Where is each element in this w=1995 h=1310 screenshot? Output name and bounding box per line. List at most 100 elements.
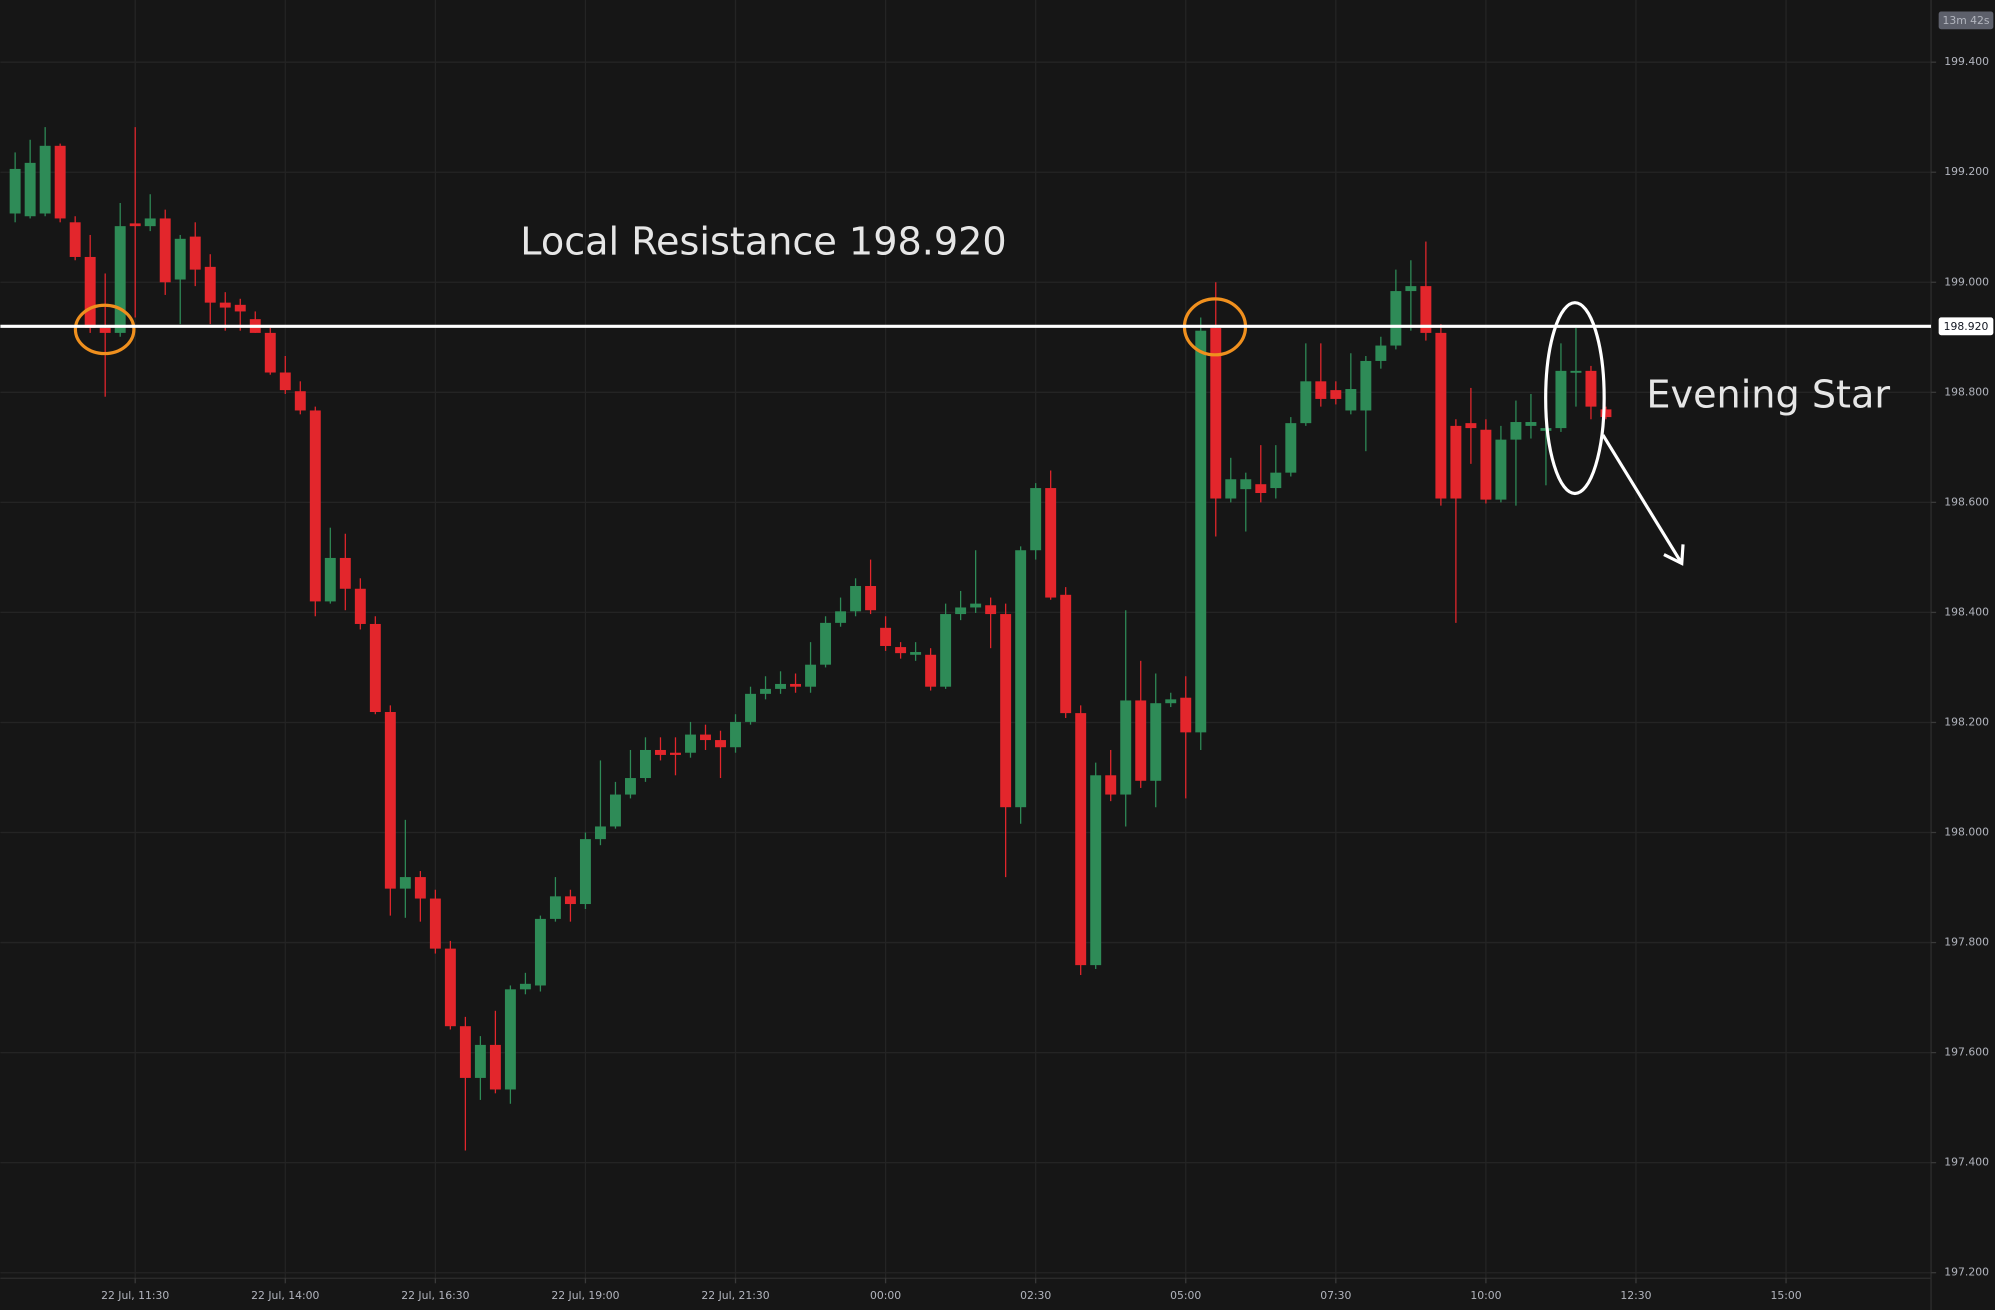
countdown: 13m 42s: [1942, 14, 1989, 27]
candle-body: [639, 749, 651, 779]
candle-body: [730, 721, 741, 748]
candle-body: [1585, 370, 1597, 407]
candle-body: [204, 266, 216, 303]
x-tick-label: 02:30: [1020, 1289, 1051, 1302]
x-tick-label: 22 Jul, 19:00: [551, 1289, 619, 1302]
candle-body: [504, 989, 516, 1090]
candle-body: [1570, 370, 1582, 373]
annotation: Local Resistance 198.920: [520, 220, 1006, 264]
candle-body: [264, 332, 276, 373]
y-tick-label: 199.400: [1944, 55, 1989, 68]
candle-body: [1150, 703, 1162, 781]
candle-body: [685, 734, 696, 753]
candle-body: [1120, 700, 1132, 795]
y-tick-label: 198.800: [1944, 385, 1989, 398]
candle-body: [369, 623, 381, 713]
candle-body: [54, 145, 66, 219]
candle-body: [399, 877, 411, 889]
candle-body: [940, 614, 952, 687]
candle-body: [39, 145, 51, 214]
candle-body: [414, 877, 426, 899]
x-tick-label: 00:00: [870, 1289, 901, 1302]
candle-body: [69, 222, 81, 257]
resistance-price-label: 198.920: [1944, 320, 1989, 333]
candle-body: [1045, 488, 1057, 598]
annotation: Evening Star: [1646, 372, 1890, 416]
candle-body: [189, 236, 201, 270]
candle-body: [1000, 614, 1012, 808]
candle-body: [579, 839, 591, 905]
candle-body: [895, 647, 907, 654]
candle-body: [790, 683, 802, 687]
y-tick-label: 199.000: [1944, 275, 1989, 288]
candle-body: [9, 168, 21, 214]
y-tick-label: 197.400: [1944, 1156, 1989, 1169]
candle-body: [925, 654, 937, 687]
candle-body: [955, 607, 967, 615]
candle-body: [910, 652, 922, 655]
candle-body: [594, 826, 606, 840]
candle-body: [670, 752, 681, 755]
candle-body: [1180, 697, 1192, 733]
candle-body: [1240, 479, 1252, 490]
x-tick-label: 07:30: [1320, 1289, 1351, 1302]
candle-body: [760, 688, 771, 694]
candle-body: [1255, 484, 1267, 494]
y-tick-label: 198.400: [1944, 605, 1989, 618]
x-tick-label: 22 Jul, 21:30: [701, 1289, 769, 1302]
candle-body: [985, 605, 997, 615]
candle-body: [835, 611, 847, 623]
candle-body: [1165, 699, 1177, 704]
candle-body: [294, 391, 306, 411]
candle-body: [1420, 286, 1432, 333]
candle-body: [24, 162, 36, 217]
pattern-ellipse: [1544, 301, 1606, 496]
candle-body: [519, 983, 531, 990]
candle-body: [775, 683, 787, 689]
candle-body: [1375, 345, 1387, 361]
candle-body: [549, 896, 561, 919]
candle-body: [279, 372, 291, 391]
candle-body: [1210, 327, 1222, 499]
candle-body: [444, 948, 456, 1027]
candle-body: [1015, 550, 1027, 808]
candle-body: [624, 778, 636, 795]
candle-body: [1435, 332, 1447, 499]
x-tick-label: 22 Jul, 14:00: [251, 1289, 319, 1302]
candle-body: [1195, 330, 1207, 733]
y-tick-label: 199.200: [1944, 165, 1989, 178]
x-tick-label: 10:00: [1470, 1289, 1501, 1302]
candle-body: [700, 734, 711, 741]
candle-body: [1360, 360, 1372, 411]
candle-body: [715, 740, 726, 748]
candle-body: [1390, 291, 1402, 346]
candle-body: [1075, 713, 1087, 966]
candle-body: [129, 223, 141, 227]
candle-body: [84, 256, 96, 328]
candle-body: [1450, 425, 1462, 499]
candle-body: [1510, 422, 1522, 440]
y-tick-label: 197.800: [1944, 936, 1989, 949]
candle-body: [880, 627, 892, 646]
x-tick-label: 05:00: [1170, 1289, 1201, 1302]
candle-body: [1555, 370, 1567, 429]
candle-body: [159, 218, 171, 283]
candle-body: [1405, 286, 1417, 292]
candle-body: [384, 712, 396, 889]
candle-body: [1330, 390, 1342, 399]
candle-body: [1060, 594, 1072, 714]
candle-body: [805, 664, 817, 687]
candle-body: [865, 586, 877, 611]
y-tick-label: 197.600: [1944, 1046, 1989, 1059]
candle-body: [459, 1026, 471, 1078]
candle-body: [655, 749, 666, 755]
candle-body: [745, 693, 756, 722]
candle-body: [534, 918, 546, 986]
candle-body: [114, 226, 126, 333]
candle-body: [324, 557, 336, 602]
candle-body: [144, 218, 156, 227]
candle-body: [429, 898, 441, 949]
candle-body: [174, 238, 186, 280]
